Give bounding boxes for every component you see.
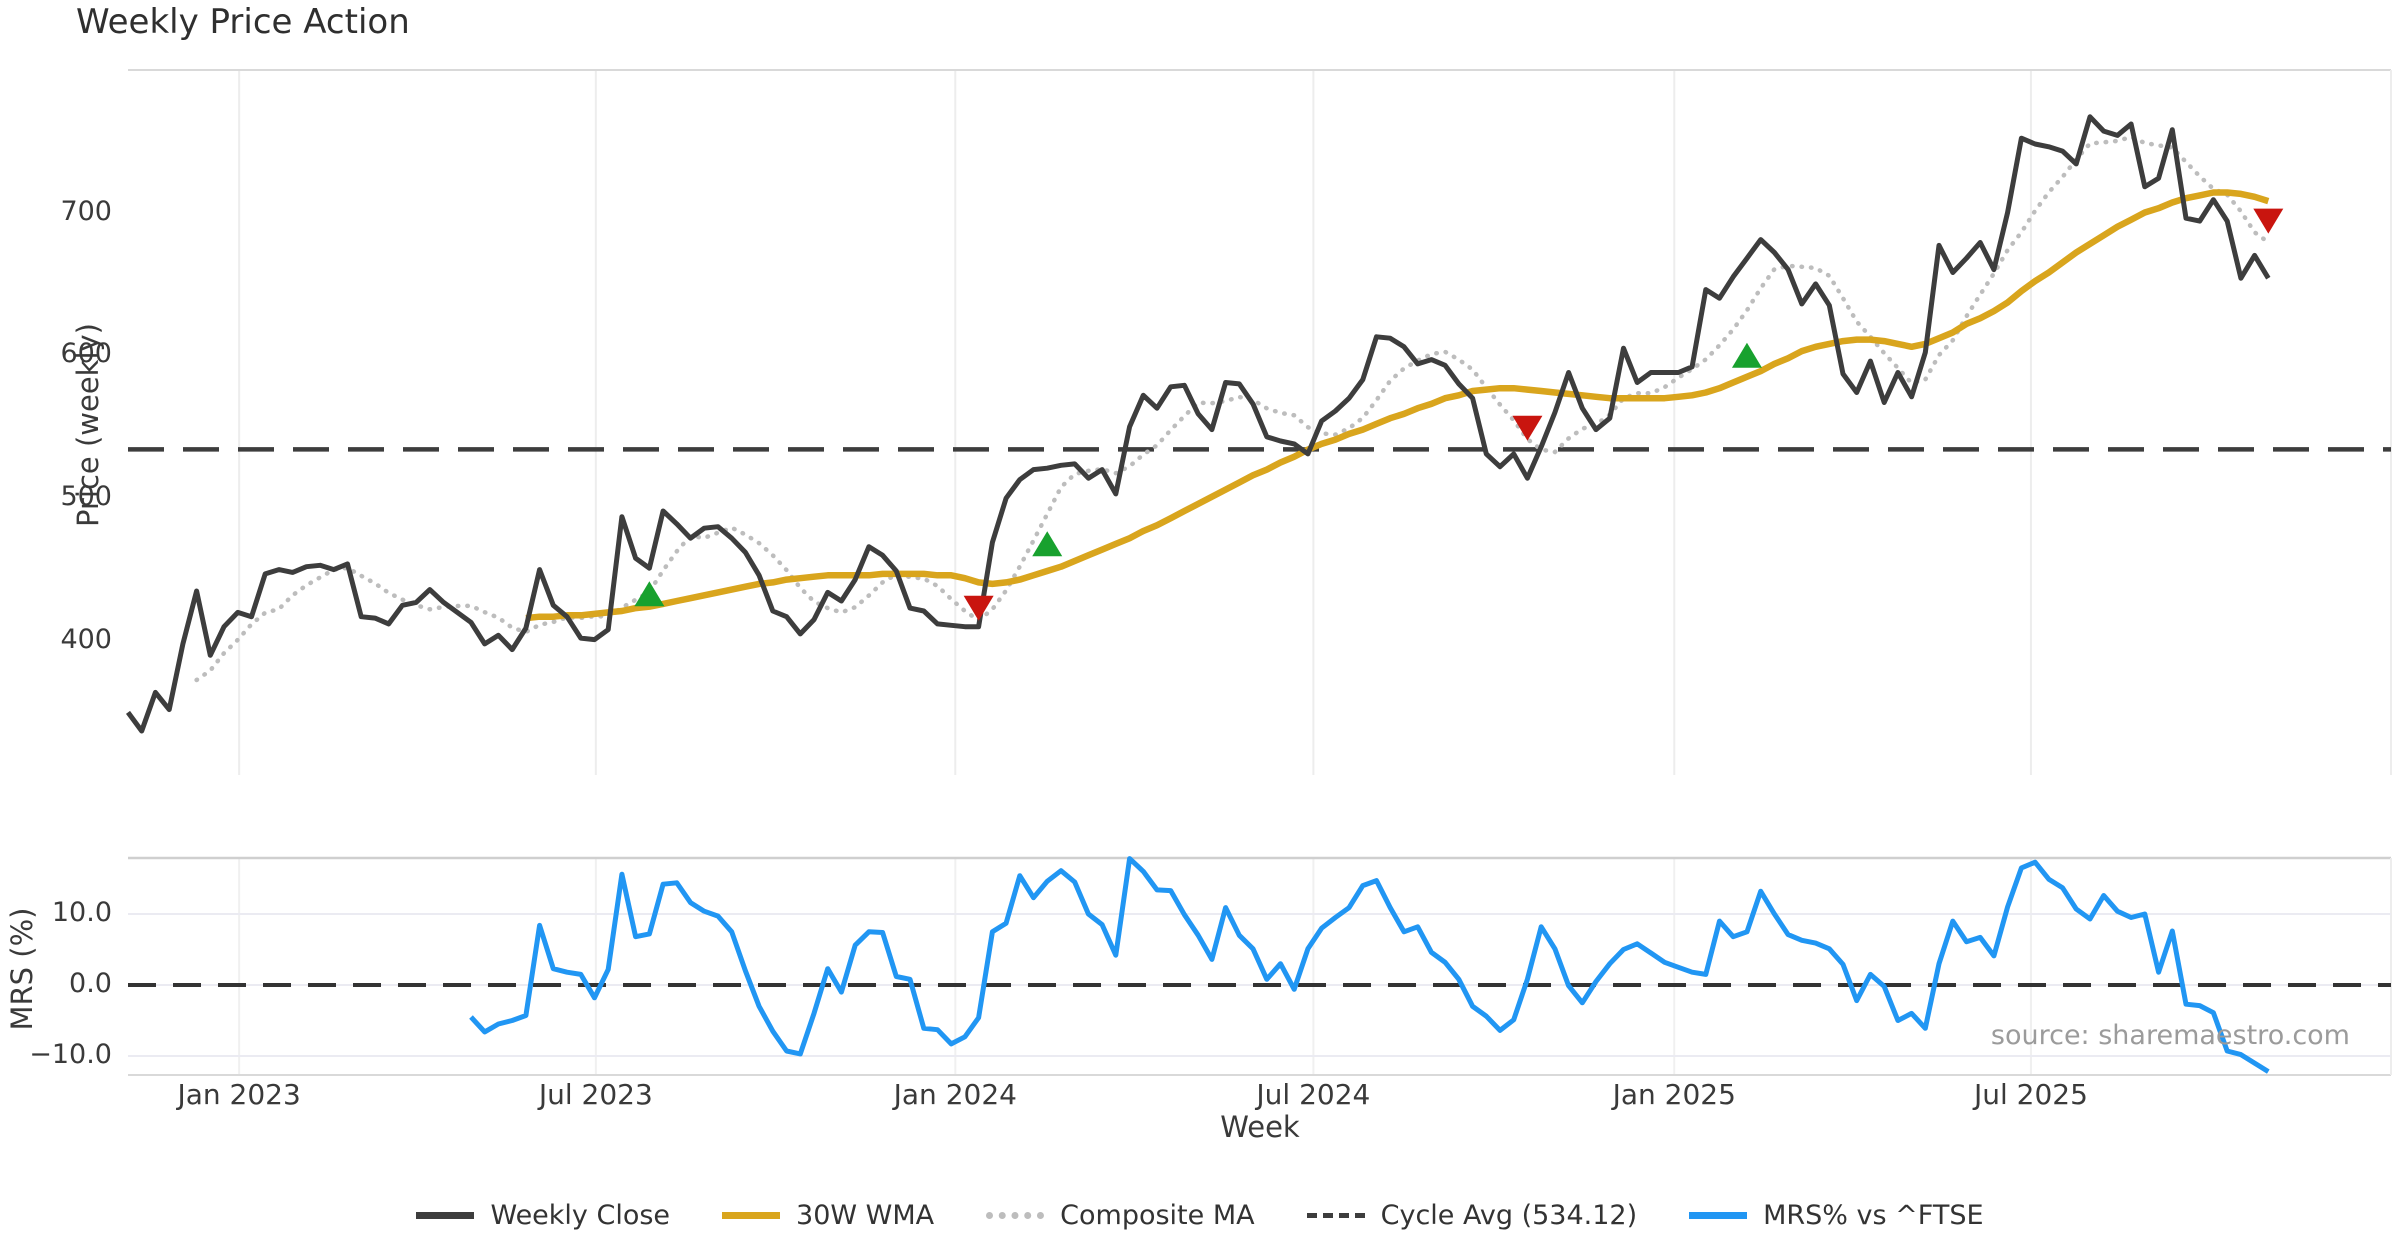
composite-ma-line-swatch bbox=[986, 1212, 1045, 1219]
legend-label: Weekly Close bbox=[490, 1200, 671, 1231]
x-tick-label: Jan 2024 bbox=[893, 1078, 1017, 1111]
source-note: source: sharemaestro.com bbox=[1990, 1020, 2350, 1051]
buy-marker-icon bbox=[1032, 531, 1063, 557]
price-tick-400: 400 bbox=[60, 624, 112, 655]
legend-item-weekly-close: Weekly Close bbox=[416, 1200, 670, 1231]
legend-item-mrs: MRS% vs ^FTSE bbox=[1689, 1200, 1984, 1231]
price-axis-label: Price (weekly) bbox=[71, 323, 105, 528]
weekly-close-line bbox=[125, 114, 2271, 734]
legend-item-cycle-avg: Cycle Avg (534.12) bbox=[1306, 1200, 1638, 1231]
mrs-tick-10: 10.0 bbox=[51, 897, 112, 928]
legend-label: Composite MA bbox=[1060, 1200, 1255, 1231]
sell-marker-icon bbox=[963, 595, 994, 621]
x-tick-label: Jul 2025 bbox=[1973, 1078, 2088, 1111]
price-tick-700: 700 bbox=[60, 195, 112, 227]
mrs-line bbox=[469, 856, 2270, 1074]
sell-marker-icon bbox=[2253, 208, 2284, 234]
buy-marker-icon bbox=[634, 581, 665, 607]
week-axis-label: Week bbox=[1220, 1110, 1300, 1144]
weekly-close-line-swatch bbox=[416, 1212, 475, 1219]
price-tick-600: 600 bbox=[60, 338, 112, 370]
mrs-axis-label: MRS (%) bbox=[5, 907, 39, 1031]
mrs-line-swatch bbox=[1689, 1212, 1748, 1219]
mrs-tick-neg10: −10.0 bbox=[29, 1039, 112, 1070]
price-tick-500: 500 bbox=[60, 481, 112, 513]
wma-line bbox=[525, 189, 2270, 622]
buy-marker-icon bbox=[1731, 342, 1762, 368]
legend-item-30w-wma: 30W WMA bbox=[722, 1200, 934, 1231]
x-tick-label: Jul 2024 bbox=[1256, 1078, 1371, 1111]
legend-label: 30W WMA bbox=[796, 1200, 935, 1231]
chart-title: Weekly Price Action bbox=[76, 2, 410, 42]
legend: Weekly Close 30W WMA Composite MA Cycle … bbox=[0, 1200, 2400, 1231]
legend-item-composite-ma: Composite MA bbox=[986, 1200, 1255, 1231]
composite-ma-line bbox=[194, 134, 2271, 683]
x-tick-label: Jan 2023 bbox=[177, 1078, 301, 1111]
x-tick-label: Jan 2025 bbox=[1612, 1078, 1736, 1111]
legend-label: MRS% vs ^FTSE bbox=[1763, 1200, 1984, 1231]
wma-line-swatch bbox=[722, 1212, 781, 1219]
sell-marker-icon bbox=[1512, 415, 1543, 441]
legend-label: Cycle Avg (534.12) bbox=[1380, 1200, 1638, 1231]
cycle-avg-line-swatch bbox=[1306, 1213, 1365, 1218]
mrs-tick-0: 0.0 bbox=[69, 968, 112, 999]
x-tick-label: Jul 2023 bbox=[538, 1078, 653, 1111]
